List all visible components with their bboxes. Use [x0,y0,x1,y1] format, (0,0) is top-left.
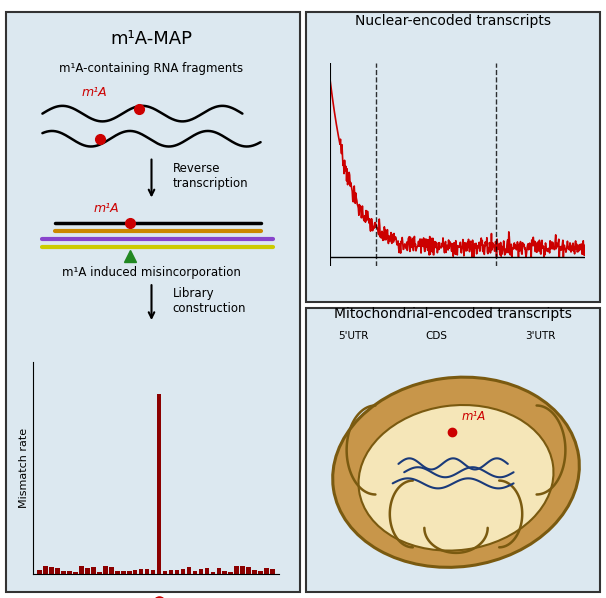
FancyBboxPatch shape [6,12,300,592]
Ellipse shape [359,405,553,551]
Bar [235,566,239,574]
Bar [168,570,173,574]
Bar [187,567,191,574]
Y-axis label: Mismatch rate: Mismatch rate [19,428,29,508]
Bar [67,571,72,574]
Text: m¹A: m¹A [81,86,107,99]
Text: 5'UTR: 5'UTR [338,331,368,341]
Bar [210,572,215,574]
Bar [103,566,107,574]
Bar [199,569,204,574]
Bar [133,570,138,574]
Bar [145,569,150,574]
Bar [258,571,263,574]
Bar [253,570,257,574]
Bar [264,568,269,574]
Bar [108,567,113,574]
Ellipse shape [333,377,579,568]
Bar [247,567,251,574]
Text: Library
construction: Library construction [173,287,246,315]
Bar [127,570,132,574]
Bar [49,568,54,574]
Bar [121,571,125,574]
Text: Mitochondrial-encoded transcripts: Mitochondrial-encoded transcripts [335,307,572,321]
Text: 3'UTR: 3'UTR [525,331,556,341]
Bar [79,566,84,574]
Bar [97,572,102,574]
FancyBboxPatch shape [306,12,600,302]
Bar [43,566,48,574]
Bar [85,568,90,574]
Bar [205,568,209,574]
Text: m¹A-MAP: m¹A-MAP [110,30,193,48]
Bar [156,393,161,574]
Bar [496,286,585,294]
Text: Reverse
transcription: Reverse transcription [173,163,248,190]
Bar [139,569,144,574]
Bar [61,571,65,574]
Text: m¹A-containing RNA fragments: m¹A-containing RNA fragments [59,62,244,75]
Text: Nuclear-encoded transcripts: Nuclear-encoded transcripts [355,14,551,28]
Bar [115,570,119,574]
Bar [181,569,185,574]
Bar [175,570,179,574]
Bar [222,571,227,574]
Bar [330,286,376,294]
Text: m¹A induced misincorporation: m¹A induced misincorporation [62,266,241,279]
Bar [73,572,78,574]
Bar [270,569,275,574]
Bar [193,570,198,574]
Text: m¹A: m¹A [93,202,119,215]
Bar [228,572,233,574]
Bar [55,568,59,574]
Bar [37,569,42,574]
Bar [151,570,156,574]
Bar [241,566,245,574]
Text: m¹A: m¹A [462,410,486,423]
Bar [216,568,221,574]
Bar [376,282,496,298]
Bar [162,571,167,574]
Bar [91,568,96,574]
FancyBboxPatch shape [306,308,600,592]
Text: CDS: CDS [425,331,447,341]
